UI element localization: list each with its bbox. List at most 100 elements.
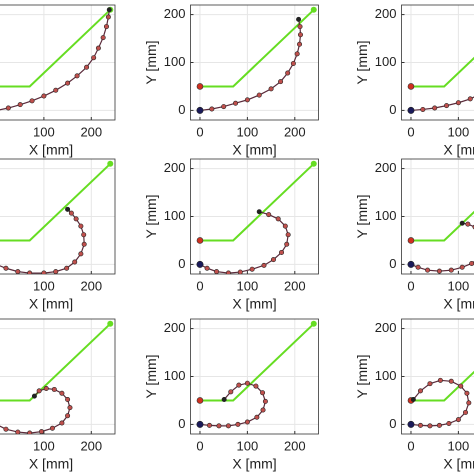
trajectory-point [407, 420, 415, 428]
plot-frame [0, 158, 116, 275]
x-tick-label: 0 [196, 124, 203, 139]
trajectory-point [297, 41, 303, 47]
trajectory-point [81, 232, 87, 238]
target-start [407, 237, 415, 244]
target-path [410, 370, 474, 402]
y-tick-label: 100 [375, 54, 397, 69]
trajectory-point [3, 265, 9, 271]
plot-frame [190, 318, 319, 435]
trajectory-point [417, 388, 423, 394]
trajectory-point [270, 257, 276, 263]
trajectory-point [214, 269, 220, 274]
plot-area [196, 320, 317, 429]
plot-area [407, 56, 474, 114]
trajectory-point [27, 430, 33, 434]
target-path [199, 323, 315, 402]
x-axis-label: X [mm] [232, 142, 276, 158]
target-path [199, 163, 315, 242]
trajectory-point [72, 259, 78, 265]
trajectory-point [256, 92, 262, 98]
trajectory-point [51, 386, 57, 392]
y-tick-label: 100 [375, 368, 397, 383]
trajectory-point [228, 389, 234, 395]
target-start [407, 83, 415, 90]
plot-area [407, 210, 474, 274]
trajectory-point [5, 105, 11, 111]
trajectory-point [105, 14, 111, 20]
plot-area [196, 6, 317, 114]
trajectory-point [59, 420, 65, 426]
trajectory-point [204, 265, 210, 271]
trajectory-point [49, 425, 55, 431]
trajectory-point [444, 103, 450, 109]
trajectory-point [446, 420, 452, 426]
trajectory [410, 96, 474, 112]
trajectory-point [65, 80, 71, 86]
x-tick-label: 100 [237, 438, 259, 453]
trajectory-point [415, 264, 421, 270]
y-axis-label: Y [mm] [354, 194, 370, 238]
trajectory-point [290, 60, 296, 66]
y-axis-label: Y [mm] [143, 40, 159, 84]
trajectory [199, 382, 267, 427]
trajectory-point [244, 380, 250, 386]
trajectory-point [279, 249, 285, 255]
trajectory [0, 9, 110, 111]
x-tick-label: 200 [284, 438, 306, 453]
trajectory-point [196, 106, 204, 114]
trajectory-point [465, 221, 471, 227]
trajectory-point [36, 388, 42, 394]
trajectory-point [225, 270, 231, 274]
x-tick-label: 0 [196, 278, 203, 293]
y-tick-label: 0 [178, 256, 185, 271]
trajectory-point [466, 400, 472, 406]
x-tick-label: 200 [80, 438, 102, 453]
x-tick-label: 0 [407, 124, 414, 139]
x-axis-label: X [mm] [443, 456, 474, 472]
trajectory-point [53, 87, 59, 93]
target-start [196, 397, 204, 404]
trajectory-point [225, 423, 231, 429]
x-tick-label: 100 [33, 124, 55, 139]
x-tick-label: 200 [80, 124, 102, 139]
trajectory-point [253, 383, 259, 389]
plot-frame [0, 4, 116, 121]
target-path [0, 163, 111, 242]
trajectory-point [469, 260, 474, 266]
trajectory-point [39, 429, 45, 434]
trajectory-point [284, 241, 290, 247]
target-path [0, 9, 111, 88]
y-tick-label: 0 [178, 102, 185, 117]
x-tick-label: 0 [407, 438, 414, 453]
target-end [310, 160, 317, 167]
plot-area [0, 6, 114, 111]
x-axis-label: X [mm] [232, 296, 276, 312]
trajectory-point [15, 269, 21, 274]
trajectory-point [436, 268, 442, 274]
trajectory-point [3, 426, 9, 432]
trajectory-point [467, 96, 473, 102]
trajectory-point [297, 24, 303, 30]
trajectory-point [455, 417, 461, 423]
x-axis-label: X [mm] [443, 296, 474, 312]
trajectory-point [268, 86, 274, 92]
trajectory-point [448, 378, 454, 384]
trajectory-point [237, 269, 243, 274]
trajectory-point [407, 260, 415, 268]
trajectory-point [256, 209, 262, 215]
trajectory-point [41, 93, 47, 99]
target-end [107, 320, 114, 327]
trajectory-point [297, 32, 303, 38]
x-axis-label: X [mm] [29, 142, 73, 158]
trajectory-point [29, 98, 35, 104]
plot-area [0, 320, 114, 434]
x-axis-label: X [mm] [29, 456, 73, 472]
trajectory-point [196, 260, 204, 268]
trajectory-point [53, 269, 59, 274]
trajectory-point [17, 102, 23, 108]
trajectory-point [68, 210, 74, 216]
